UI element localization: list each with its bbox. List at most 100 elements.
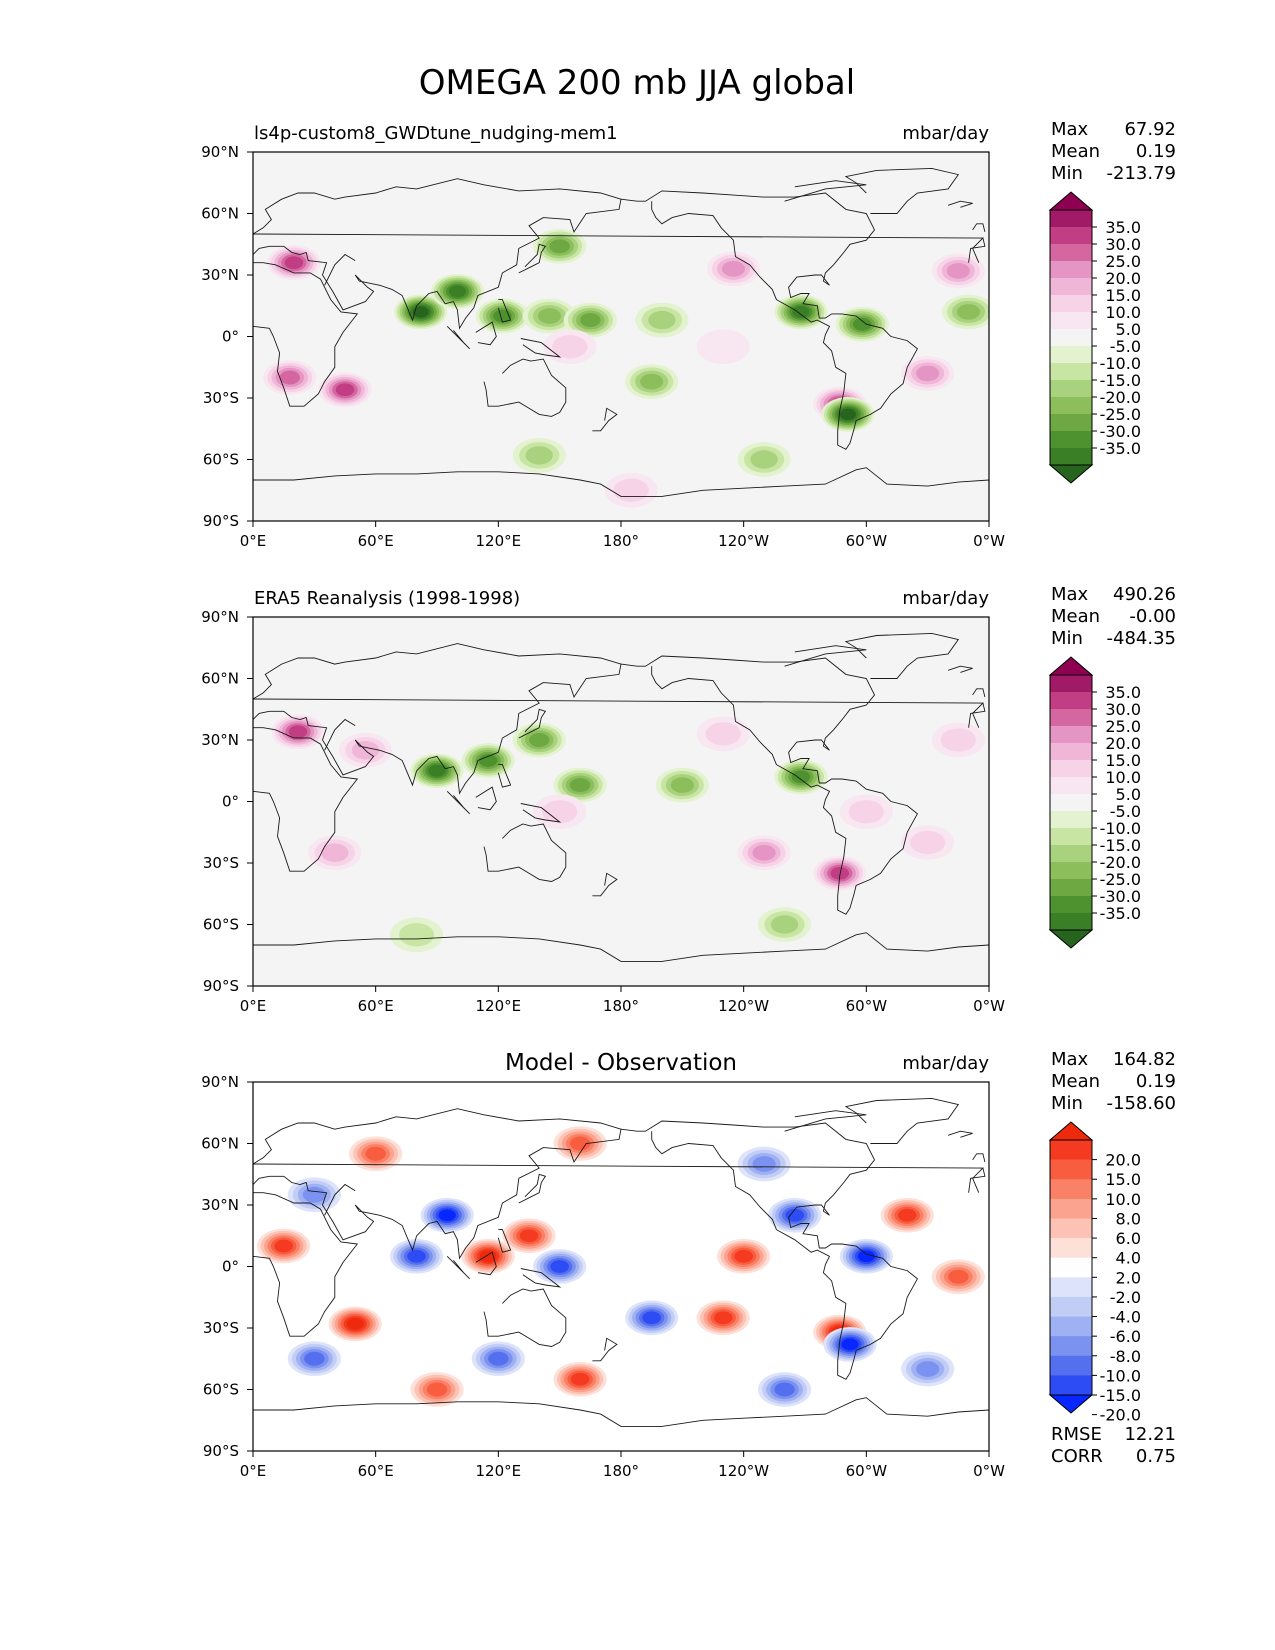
- colorbar-tick-label: 35.0: [1105, 683, 1141, 702]
- colorbar-swatch: [1050, 380, 1092, 398]
- x-tick-label: 0°W: [973, 1462, 1005, 1480]
- colorbar-frame: [1049, 674, 1093, 931]
- colorbar-swatch: [1050, 227, 1092, 245]
- coastline: [253, 178, 622, 330]
- coastline: [253, 932, 989, 962]
- field-contour: [580, 313, 601, 328]
- stat-label: Mean: [1051, 606, 1100, 627]
- colorbar-swatch: [1050, 448, 1092, 466]
- field-contour: [774, 1382, 795, 1397]
- colorbar-swatch: [1050, 1257, 1092, 1278]
- field-contour: [752, 1156, 776, 1172]
- colorbar-tick-label: 10.0: [1105, 768, 1141, 787]
- x-tick-label: 0°E: [240, 997, 267, 1015]
- stat-value: -213.79: [1107, 163, 1176, 184]
- metric-label: RMSE: [1051, 1424, 1102, 1445]
- colorbar-swatch: [1050, 1375, 1092, 1396]
- colorbar-tick-label: 20.0: [1105, 734, 1141, 753]
- y-tick-label: 60°S: [203, 451, 239, 469]
- x-tick-label: 180°: [603, 1462, 639, 1480]
- colorbar-swatch: [1050, 1238, 1092, 1259]
- stat-value: -484.35: [1107, 628, 1176, 649]
- field-contour: [752, 844, 776, 861]
- field-contour: [288, 725, 308, 739]
- field-contour: [398, 923, 435, 947]
- colorbar-swatch: [1050, 896, 1092, 914]
- colorbar-tick-label: 20.0: [1105, 1151, 1141, 1170]
- colorbar-tick-label: -4.0: [1110, 1308, 1141, 1327]
- field-contour: [791, 770, 811, 784]
- coastline: [253, 233, 984, 263]
- stat-value: 0.19: [1136, 1071, 1176, 1092]
- coastline: [520, 1268, 562, 1288]
- colorbar-swatch: [1050, 794, 1092, 812]
- panel-left-title: ERA5 Reanalysis (1998-1998): [254, 588, 520, 609]
- x-tick-label: 60°E: [358, 532, 394, 550]
- x-tick-label: 180°: [603, 532, 639, 550]
- y-tick-label: 60°N: [201, 1135, 239, 1153]
- colorbar-tick-label: 30.0: [1105, 235, 1141, 254]
- coastline: [620, 190, 918, 450]
- y-tick-label: 90°S: [203, 977, 239, 995]
- coastline: [518, 243, 547, 274]
- field-contour: [493, 309, 512, 323]
- coastline: [483, 823, 567, 882]
- stat-label: Min: [1051, 1093, 1083, 1114]
- colorbar-tick-label: -5.0: [1110, 802, 1141, 821]
- colorbar: 20.015.010.08.06.04.02.0-2.0-4.0-6.0-8.0…: [1048, 1121, 1141, 1425]
- field-contour: [365, 1146, 386, 1161]
- colorbar-extend-min: [1048, 929, 1094, 949]
- coastline: [844, 1097, 960, 1144]
- colorbar-swatch: [1050, 431, 1092, 449]
- field-contour: [841, 1338, 859, 1351]
- colorbar-frame: [1049, 209, 1093, 466]
- colorbar-swatch: [1050, 363, 1092, 381]
- colorbar-swatch: [1050, 1218, 1092, 1239]
- x-tick-label: 120°E: [476, 997, 522, 1015]
- field-contour: [279, 370, 301, 385]
- field-contour: [916, 365, 940, 382]
- colorbar-swatch: [1050, 743, 1092, 761]
- panels: ls4p-custom8_GWDtune_nudging-mem1 mbar/da…: [201, 119, 1176, 1480]
- colorbar-swatch: [1050, 1316, 1092, 1337]
- panel-obs: ERA5 Reanalysis (1998-1998) mbar/day 0°E 60…: [201, 584, 1176, 1015]
- colorbar-swatch: [1050, 261, 1092, 279]
- field-contour: [570, 1372, 590, 1386]
- colorbar-swatch: [1050, 1140, 1092, 1161]
- field-contour: [839, 408, 856, 420]
- x-tick-label: 0°W: [973, 532, 1005, 550]
- field-contour: [412, 306, 429, 318]
- colorbar-extend-min: [1048, 464, 1094, 484]
- coastline: [592, 872, 618, 897]
- coastline: [972, 1153, 986, 1163]
- y-tick-label: 30°S: [203, 389, 239, 407]
- field-contour: [488, 1351, 509, 1366]
- colorbar-tick-label: 15.0: [1105, 286, 1141, 305]
- colorbar-tick-label: 5.0: [1116, 320, 1141, 339]
- colorbar-tick-label: 10.0: [1105, 1190, 1141, 1209]
- coastline: [518, 708, 547, 739]
- colorbar-tick-label: -30.0: [1100, 887, 1141, 906]
- colorbar-tick-label: -30.0: [1100, 422, 1141, 441]
- coastline: [968, 237, 986, 263]
- field-contour: [569, 778, 591, 793]
- field-contour: [721, 261, 746, 277]
- field-contour: [785, 1208, 805, 1222]
- colorbar-swatch: [1050, 397, 1092, 415]
- x-tick-label: 0°E: [240, 532, 267, 550]
- coastline: [446, 1255, 471, 1280]
- panel-units: mbar/day: [902, 123, 989, 144]
- field-contour: [550, 1260, 569, 1273]
- coastline: [844, 632, 960, 679]
- field-contour: [648, 310, 676, 330]
- colorbar-extend-max: [1048, 1121, 1094, 1141]
- y-tick-label: 90°N: [201, 143, 239, 161]
- y-tick-label: 60°N: [201, 670, 239, 688]
- colorbar-tick-label: 20.0: [1105, 269, 1141, 288]
- colorbar-swatch: [1050, 1198, 1092, 1219]
- colorbar-swatch: [1050, 312, 1092, 330]
- field-contour: [346, 1317, 364, 1330]
- field-contour: [426, 1382, 448, 1397]
- coastline: [497, 299, 512, 323]
